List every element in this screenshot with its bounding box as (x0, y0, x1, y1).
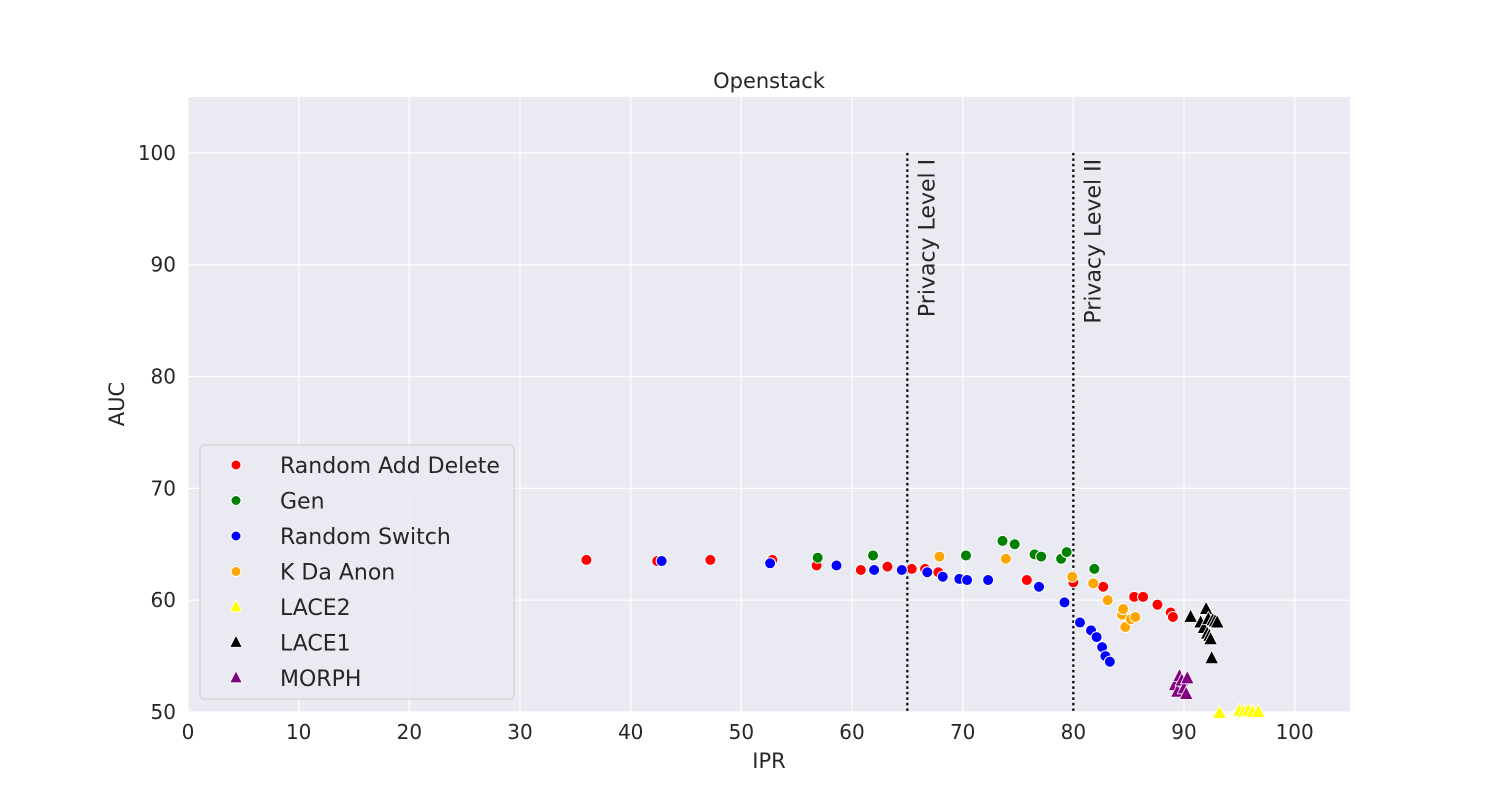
legend-label-random-add-delete: Random Add Delete (280, 454, 500, 479)
point-gen (1008, 538, 1021, 551)
tick-labels: 0 10 20 30 40 50 60 70 80 90 100 50 60 70 80 90 100 (138, 141, 1314, 744)
point-lace2 (1250, 703, 1266, 718)
y-axis-label: AUC (105, 382, 129, 426)
y-tick-label: 90 (151, 253, 176, 277)
reference-line-label: Privacy Level I (915, 159, 940, 317)
reference-line-label: Privacy Level II (1081, 159, 1106, 324)
legend-label-morph: MORPH (280, 667, 361, 692)
y-tick-label: 80 (151, 365, 176, 389)
point-random-add-delete (704, 553, 717, 566)
y-tick-label: 60 (151, 588, 176, 612)
point-k-da-anon (1101, 594, 1114, 607)
point-gen (996, 534, 1009, 547)
legend-marker-lace2 (229, 599, 243, 613)
legend-marker-lace1 (229, 634, 243, 648)
point-random-switch (921, 566, 934, 579)
point-morph (1178, 685, 1194, 700)
x-tick-label: 10 (286, 720, 311, 744)
point-k-da-anon (1066, 570, 1079, 583)
x-tick-label: 80 (1061, 720, 1086, 744)
point-gen (1035, 550, 1048, 563)
point-random-switch (982, 574, 995, 587)
point-random-add-delete (580, 553, 593, 566)
point-random-switch (1090, 631, 1103, 644)
legend-marker-morph (229, 670, 243, 684)
point-random-switch (1058, 596, 1071, 609)
point-k-da-anon (933, 550, 946, 563)
x-tick-label: 30 (507, 720, 532, 744)
point-lace2 (1211, 704, 1227, 719)
legend-marker-random-switch (230, 530, 242, 542)
chart-title: Openstack (713, 69, 826, 93)
x-tick-label: 20 (397, 720, 422, 744)
reference-lines: Privacy Level I Privacy Level II (906, 152, 1106, 712)
point-lace1 (1198, 600, 1214, 615)
point-random-switch (868, 563, 881, 576)
point-random-switch (936, 570, 949, 583)
x-tick-label: 0 (182, 720, 195, 744)
legend-marker-k-da-anon (230, 566, 242, 577)
point-random-switch (1103, 655, 1116, 668)
point-gen (811, 551, 824, 564)
point-morph (1179, 669, 1195, 685)
y-tick-label: 50 (151, 700, 176, 724)
point-random-add-delete (905, 562, 918, 575)
legend-marker-random-add-delete (230, 459, 242, 471)
legend-label-gen: Gen (280, 490, 325, 515)
point-gen (1060, 546, 1073, 559)
point-lace1 (1203, 630, 1219, 646)
point-lace1 (1183, 608, 1199, 623)
point-random-add-delete (1137, 590, 1150, 603)
legend-label-lace1: LACE1 (280, 632, 351, 657)
point-random-add-delete (1020, 574, 1033, 587)
point-k-da-anon (1117, 603, 1130, 616)
x-axis-label: IPR (752, 749, 785, 773)
data-points (580, 534, 1266, 719)
point-random-switch (961, 574, 974, 587)
x-tick-label: 40 (618, 720, 643, 744)
point-gen (959, 549, 972, 562)
point-random-switch (1033, 580, 1046, 593)
point-lace1 (1209, 613, 1225, 629)
point-k-da-anon (1087, 577, 1100, 590)
point-random-switch (1073, 616, 1086, 629)
x-tick-label: 50 (729, 720, 754, 744)
x-tick-label: 100 (1276, 720, 1314, 744)
x-tick-label: 90 (1171, 720, 1196, 744)
point-random-add-delete (854, 563, 867, 576)
point-random-switch (830, 559, 843, 572)
x-tick-label: 70 (950, 720, 975, 744)
y-tick-label: 70 (151, 476, 176, 500)
legend-box (199, 444, 515, 700)
legend-label-lace2: LACE2 (280, 596, 351, 621)
point-random-add-delete (881, 560, 894, 573)
point-random-add-delete (1097, 580, 1110, 593)
point-k-da-anon (1129, 610, 1142, 623)
y-tick-label: 100 (138, 141, 176, 165)
point-lace1 (1204, 649, 1220, 665)
legend: Random Add Delete Gen Random Switch K Da An… (199, 444, 515, 700)
grid-lines (187, 97, 1350, 713)
point-random-add-delete (1166, 610, 1179, 623)
point-random-switch (655, 555, 668, 568)
point-random-switch (764, 557, 777, 570)
point-k-da-anon (999, 552, 1012, 565)
point-gen (1088, 562, 1101, 575)
legend-label-random-switch: Random Switch (280, 525, 451, 550)
point-gen (867, 549, 880, 562)
point-random-switch (895, 563, 908, 576)
x-tick-label: 60 (839, 720, 864, 744)
legend-marker-gen (230, 495, 242, 506)
point-random-add-delete (1151, 598, 1164, 611)
legend-label-k-da-anon: K Da Anon (280, 561, 395, 586)
